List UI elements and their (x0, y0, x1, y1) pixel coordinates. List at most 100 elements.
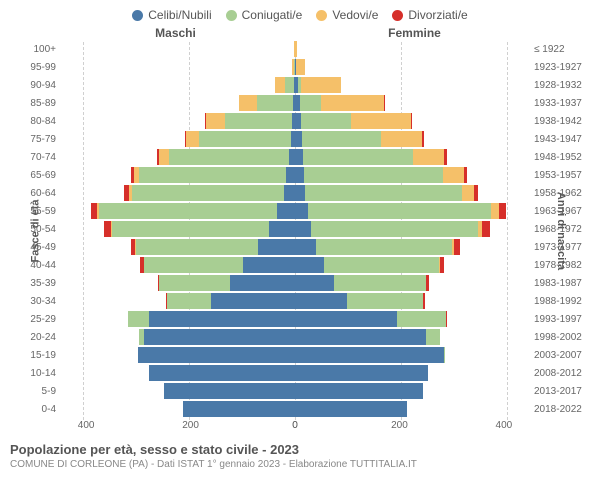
bar-segment (295, 185, 305, 201)
bar-male (60, 310, 295, 328)
pyramid-row: 25-291993-1997 (8, 310, 592, 328)
bar-segment (295, 203, 308, 219)
legend-label: Divorziati/e (408, 8, 467, 22)
pyramid-row: 95-991923-1927 (8, 58, 592, 76)
age-label: 15-19 (8, 346, 60, 364)
pyramid-row: 15-19 2003-2007 (8, 346, 592, 364)
bar-segment (295, 383, 423, 399)
bar-segment (462, 185, 473, 201)
birth-year-label: 1943-1947 (530, 130, 592, 148)
bar-male (60, 58, 295, 76)
legend-label: Coniugati/e (242, 8, 303, 22)
age-label: 75-79 (8, 130, 60, 148)
bar-segment (446, 311, 447, 327)
chart-subtitle: COMUNE DI CORLEONE (PA) - Dati ISTAT 1° … (10, 459, 590, 470)
bar-segment (284, 185, 295, 201)
birth-year-label: 1958-1962 (530, 184, 592, 202)
legend-label: Celibi/Nubili (148, 8, 211, 22)
x-tick-label: 200 (182, 420, 199, 431)
bar-segment (295, 239, 316, 255)
bar-segment (464, 167, 467, 183)
bar-segment (295, 149, 303, 165)
bar-segment (454, 239, 460, 255)
bar-female (295, 400, 530, 418)
bar-female (295, 166, 530, 184)
bar-segment (482, 221, 490, 237)
pyramid-row: 5-92013-2017 (8, 382, 592, 400)
bar-segment (164, 383, 295, 399)
pyramid-row: 50-541968-1972 (8, 220, 592, 238)
bar-segment (302, 131, 380, 147)
birth-year-label: 1963-1967 (530, 202, 592, 220)
pyramid-row: 0-42018-2022 (8, 400, 592, 418)
pyramid-row: 90-941928-1932 (8, 76, 592, 94)
birth-year-label: 1928-1932 (530, 76, 592, 94)
bar-female (295, 58, 530, 76)
birth-year-label: 1988-1992 (530, 292, 592, 310)
bar-male (60, 202, 295, 220)
bar-segment (499, 203, 506, 219)
bar-male (60, 76, 295, 94)
birth-year-label: 1938-1942 (530, 112, 592, 130)
x-tick-label: 400 (496, 420, 513, 431)
birth-year-label: 1933-1937 (530, 94, 592, 112)
bar-male (60, 94, 295, 112)
bar-segment (169, 149, 289, 165)
bar-segment (301, 77, 342, 93)
bar-segment (422, 131, 424, 147)
bar-segment (347, 293, 423, 309)
birth-year-label: 1983-1987 (530, 274, 592, 292)
bar-segment (324, 257, 439, 273)
age-label: 10-14 (8, 364, 60, 382)
bar-segment (351, 113, 411, 129)
birth-year-label: 2008-2012 (530, 364, 592, 382)
bar-segment (258, 239, 295, 255)
bar-segment (149, 365, 295, 381)
bar-male (60, 130, 295, 148)
birth-year-label: 1948-1952 (530, 148, 592, 166)
pyramid-row: 60-641958-1962 (8, 184, 592, 202)
bar-male (60, 346, 295, 364)
bar-segment (99, 203, 277, 219)
bar-female (295, 256, 530, 274)
bar-segment (384, 95, 385, 111)
legend-item: Divorziati/e (392, 8, 467, 22)
bar-segment (139, 167, 285, 183)
column-headers: Maschi Femmine (8, 26, 592, 40)
bar-segment (257, 95, 294, 111)
bar-female (295, 220, 530, 238)
bar-segment (275, 77, 284, 93)
bar-segment (149, 311, 295, 327)
header-female: Femmine (295, 26, 534, 40)
bar-segment (491, 203, 499, 219)
bar-segment (295, 167, 304, 183)
bar-female (295, 130, 530, 148)
bar-segment (286, 167, 295, 183)
bar-segment (225, 113, 293, 129)
bar-segment (239, 95, 257, 111)
bar-segment (211, 293, 295, 309)
bar-segment (426, 275, 429, 291)
bar-segment (295, 293, 347, 309)
birth-year-label: 2003-2007 (530, 346, 592, 364)
birth-year-label: 1953-1957 (530, 166, 592, 184)
bar-segment (311, 221, 478, 237)
x-axis-male: 0200400 (60, 418, 295, 434)
bar-segment (308, 203, 491, 219)
bar-segment (381, 131, 423, 147)
bar-segment (443, 167, 464, 183)
bar-female (295, 238, 530, 256)
x-tick-label: 400 (78, 420, 95, 431)
bar-female (295, 292, 530, 310)
age-label: 50-54 (8, 220, 60, 238)
pyramid-row: 40-441978-1982 (8, 256, 592, 274)
pyramid-row: 75-79 1943-1947 (8, 130, 592, 148)
bar-segment (295, 221, 311, 237)
bar-male (60, 220, 295, 238)
bar-segment (444, 347, 445, 363)
age-label: 100+ (8, 40, 60, 58)
footer: Popolazione per età, sesso e stato civil… (0, 436, 600, 470)
birth-year-label: 1993-1997 (530, 310, 592, 328)
age-label: 45-49 (8, 238, 60, 256)
bar-segment (334, 275, 425, 291)
